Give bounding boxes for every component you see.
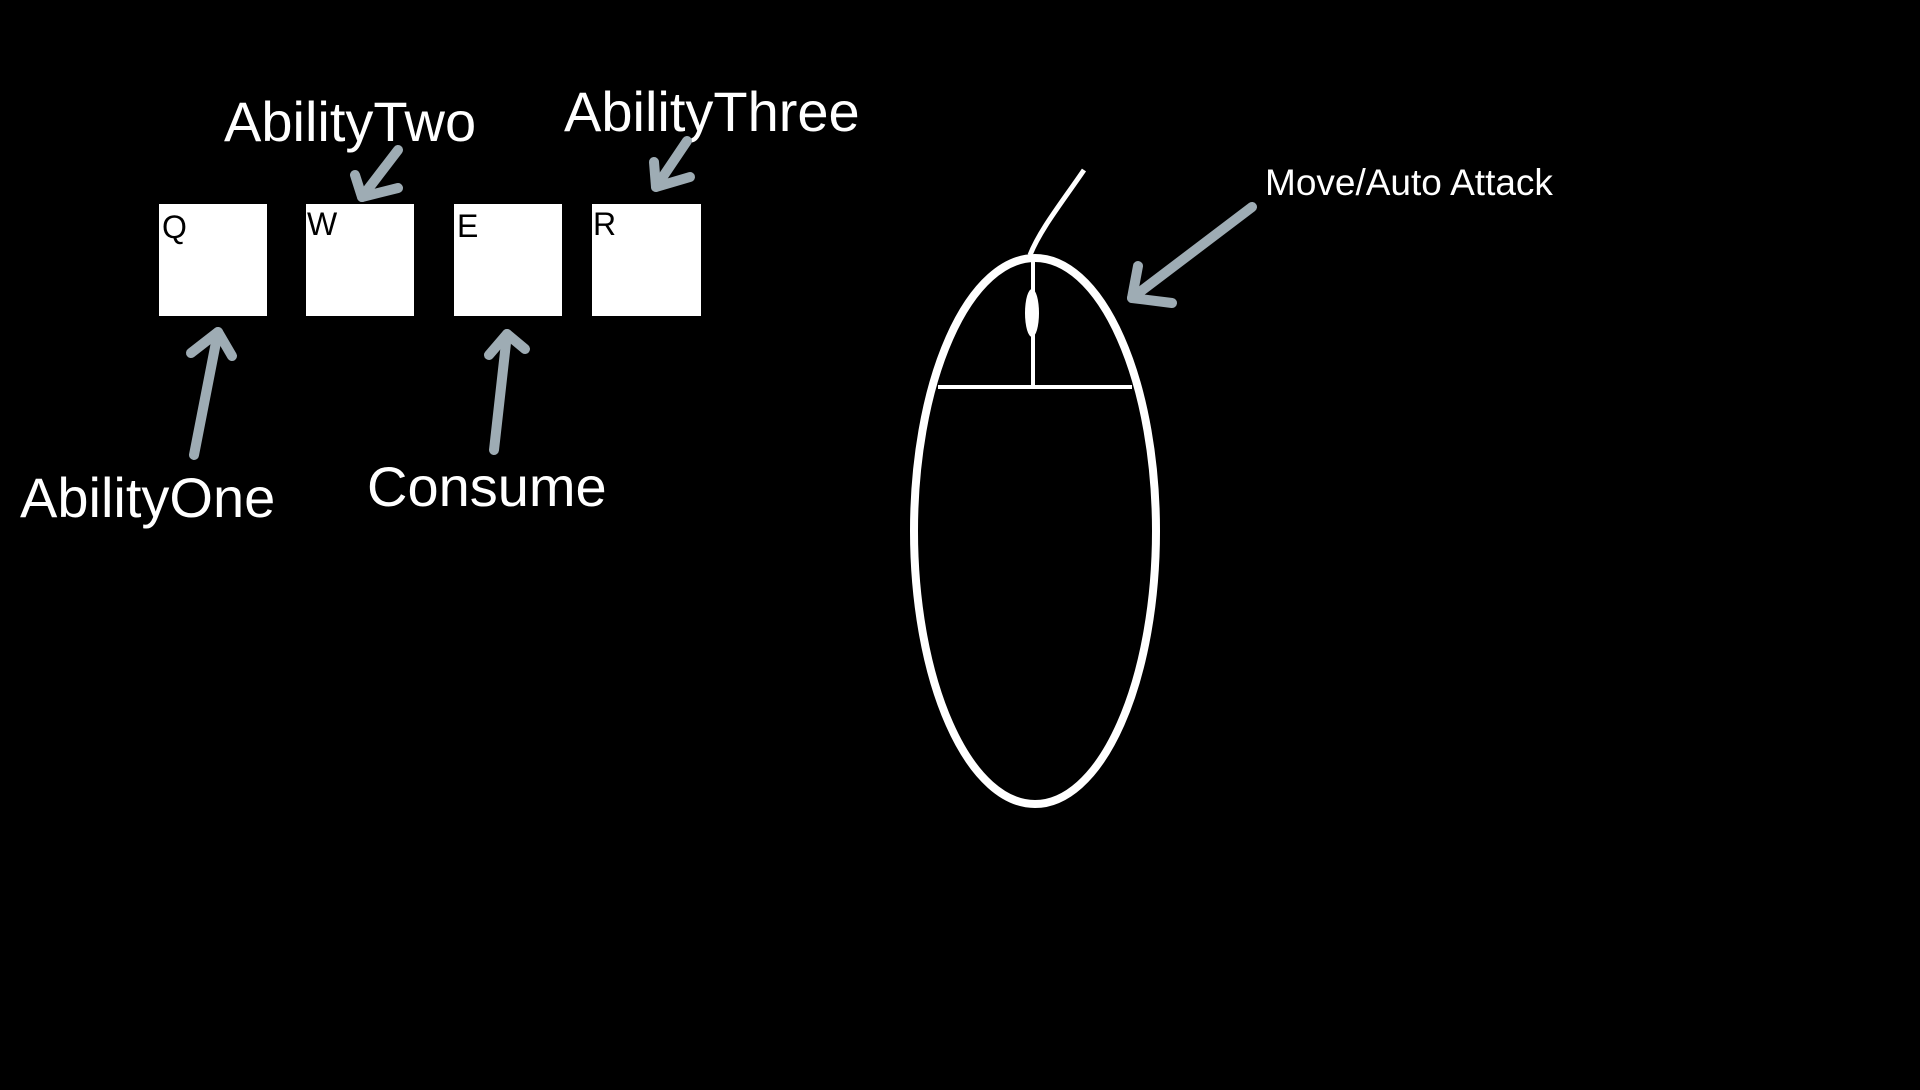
key-q-letter: Q: [162, 209, 187, 245]
key-q: Q: [159, 204, 267, 316]
key-e: E: [454, 204, 562, 316]
arrow-move-auto-attack: [1127, 202, 1257, 308]
key-r-cap: [592, 204, 701, 316]
label-consume: Consume: [367, 455, 607, 518]
arrow-ability-three: [649, 136, 695, 192]
label-ability-three: AbilityThree: [564, 80, 860, 143]
arrow-ability-two-head: [350, 170, 403, 202]
key-e-letter: E: [457, 208, 478, 244]
arrow-move-auto-attack-shaft: [1127, 202, 1257, 303]
arrow-move-auto-attack-head: [1127, 261, 1177, 308]
keyboard-keys: Q W E R: [159, 204, 701, 316]
key-w: W: [306, 204, 414, 316]
arrow-consume-shaft: [489, 329, 512, 455]
key-w-letter: W: [307, 206, 338, 242]
key-q-cap: [159, 204, 267, 316]
arrow-ability-two: [350, 145, 403, 202]
arrow-ability-one-head: [186, 327, 237, 361]
arrow-ability-one-shaft: [189, 327, 223, 460]
arrow-ability-one: [186, 327, 237, 460]
arrow-consume-head: [484, 329, 530, 360]
arrow-ability-three-shaft: [651, 136, 692, 192]
key-e-cap: [454, 204, 562, 316]
label-move-auto-attack: Move/Auto Attack: [1265, 162, 1553, 203]
arrow-ability-two-shaft: [357, 145, 403, 202]
key-r-letter: R: [593, 206, 616, 242]
label-ability-one: AbilityOne: [20, 466, 275, 529]
key-w-cap: [306, 204, 414, 316]
arrow-consume: [484, 329, 530, 455]
mouse-scroll-wheel: [1025, 289, 1039, 337]
key-r: R: [592, 204, 701, 316]
mouse: [910, 168, 1160, 808]
arrow-ability-three-head: [649, 157, 695, 192]
mouse-cable: [1027, 168, 1087, 256]
label-ability-two: AbilityTwo: [224, 90, 476, 153]
